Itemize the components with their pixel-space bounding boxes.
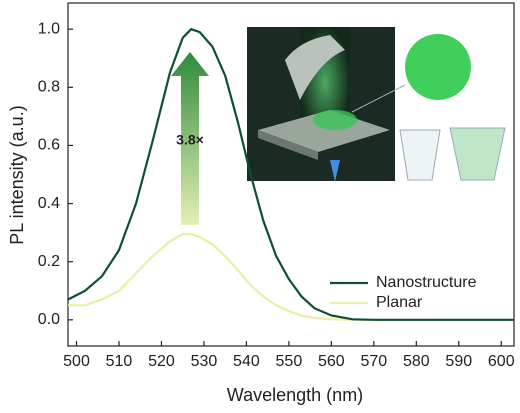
series-line (67, 27, 514, 321)
x-tick-label: 560 (318, 353, 345, 370)
inset-spot (313, 110, 357, 130)
y-tick-label: 1.0 (38, 20, 60, 37)
x-axis-label: Wavelength (nm) (227, 385, 363, 405)
y-tick-label: 0.2 (38, 253, 60, 270)
x-tick-label: 510 (106, 353, 133, 370)
y-tick-label: 0.6 (38, 137, 60, 154)
plot-frame (67, 2, 515, 347)
x-tick-label: 540 (233, 353, 260, 370)
legend-label: Planar (376, 294, 423, 311)
x-tick-label: 570 (360, 353, 387, 370)
x-tick-label: 530 (191, 353, 218, 370)
legend-label: Nanostructure (376, 274, 477, 291)
annotation: 3.8× (176, 132, 204, 148)
x-tick-label: 520 (148, 353, 175, 370)
inset-image (247, 27, 506, 182)
x-tick-label: 500 (63, 353, 90, 370)
y-tick-label: 0.0 (38, 311, 60, 328)
x-tick-label: 580 (403, 353, 430, 370)
inset-zoom (405, 34, 471, 100)
x-tick-label: 590 (445, 353, 472, 370)
inset-link (351, 84, 406, 113)
inset-diagram-b (449, 127, 506, 181)
inset-film (285, 35, 345, 100)
y-tick-label: 0.8 (38, 79, 60, 96)
enhancement-arrow (171, 52, 209, 225)
inset-beam (330, 160, 340, 182)
inset-diagram-a (399, 129, 441, 181)
y-tick-label: 0.4 (38, 195, 60, 212)
x-tick-label: 550 (276, 353, 303, 370)
y-axis-label: PL intensity (a.u.) (7, 105, 27, 244)
inset-substrate-side (258, 130, 318, 160)
x-tick-label: 600 (488, 353, 515, 370)
inset-substrate (258, 110, 390, 152)
